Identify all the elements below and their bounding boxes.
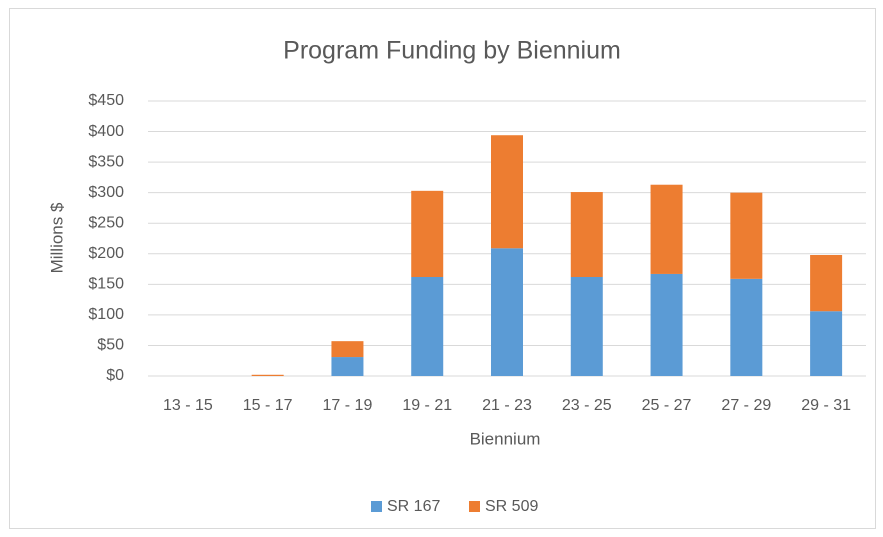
bar-segment bbox=[650, 273, 683, 376]
y-tick-label: $400 bbox=[88, 123, 124, 140]
bar-segment bbox=[491, 248, 523, 376]
bar-segment bbox=[730, 278, 763, 376]
bar-segment bbox=[810, 311, 843, 376]
legend-swatch bbox=[469, 501, 480, 512]
bar-segment bbox=[650, 184, 683, 274]
x-tick-label: 13 - 15 bbox=[163, 397, 213, 414]
x-tick-label: 19 - 21 bbox=[402, 397, 452, 414]
legend-label: SR 167 bbox=[387, 498, 440, 515]
y-tick-label: $250 bbox=[88, 214, 124, 231]
x-tick-label: 21 - 23 bbox=[482, 397, 532, 414]
y-tick-label: $450 bbox=[88, 92, 124, 109]
y-tick-label: $200 bbox=[88, 245, 124, 262]
y-tick-label: $350 bbox=[88, 153, 124, 170]
y-axis-title: Millions $ bbox=[47, 202, 66, 273]
y-tick-label: $0 bbox=[106, 367, 124, 384]
bar-segment bbox=[331, 357, 364, 376]
x-tick-label: 29 - 31 bbox=[801, 397, 851, 414]
bar-segment bbox=[411, 277, 444, 376]
bar-segment bbox=[810, 255, 843, 312]
y-tick-label: $150 bbox=[88, 276, 124, 293]
x-axis-title: Biennium bbox=[470, 429, 541, 448]
legend-label: SR 509 bbox=[485, 498, 538, 515]
bar-segment bbox=[570, 277, 603, 376]
bar-segment bbox=[570, 192, 603, 277]
x-tick-label: 25 - 27 bbox=[642, 397, 692, 414]
bar-segment bbox=[730, 192, 763, 279]
y-tick-label: $100 bbox=[88, 306, 124, 323]
y-tick-label: $50 bbox=[97, 337, 124, 354]
bar-segment bbox=[331, 341, 364, 358]
bar-segment bbox=[491, 135, 523, 249]
x-tick-label: 15 - 17 bbox=[243, 397, 293, 414]
chart-title: Program Funding by Biennium bbox=[283, 37, 621, 65]
x-tick-label: 27 - 29 bbox=[721, 397, 771, 414]
y-tick-label: $300 bbox=[88, 184, 124, 201]
x-tick-label: 23 - 25 bbox=[562, 397, 612, 414]
legend-swatch bbox=[371, 501, 382, 512]
x-tick-label: 17 - 19 bbox=[323, 397, 373, 414]
bar-segment bbox=[411, 190, 444, 277]
bar-segment bbox=[251, 374, 284, 376]
